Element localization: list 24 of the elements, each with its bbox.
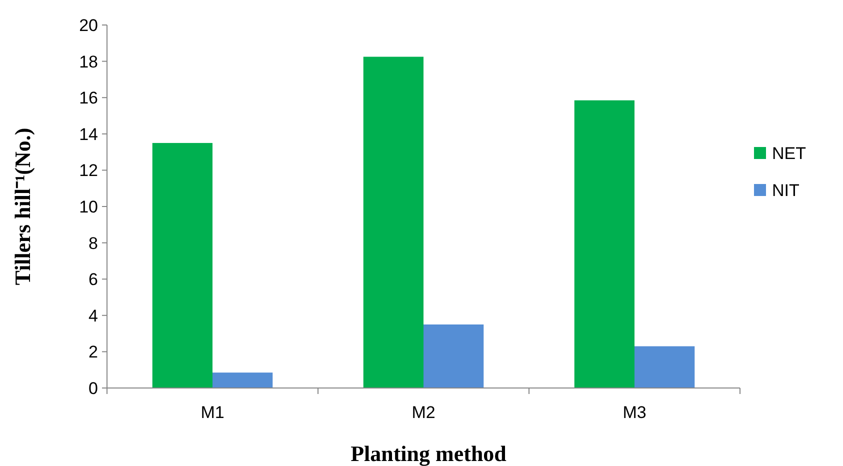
y-tick-label: 0 [88,378,98,398]
y-tick-label: 10 [79,197,98,216]
x-tick-label: M2 [412,403,436,422]
legend-label: NET [772,144,806,163]
y-tick-label: 6 [88,270,98,290]
y-tick-label: 16 [79,88,98,108]
legend-label: NIT [772,180,800,200]
y-tick-label: 4 [88,306,98,326]
y-tick-label: 2 [88,342,98,362]
bar [424,324,484,388]
y-tick-label: 8 [88,234,98,253]
bar [212,372,273,388]
y-tick-label: 18 [79,52,98,72]
y-tick-label: 20 [79,16,98,35]
bar [574,100,634,388]
bar [634,346,695,388]
x-tick-label: M3 [622,403,646,422]
bar [363,56,424,388]
y-axis-title: Tillers hill⁻¹(No.) [10,128,35,286]
bar [152,142,212,388]
x-axis-title: Planting method [350,441,506,466]
y-tick-label: 14 [79,124,98,144]
x-tick-label: M1 [200,403,224,422]
y-tick-label: 12 [79,161,98,180]
